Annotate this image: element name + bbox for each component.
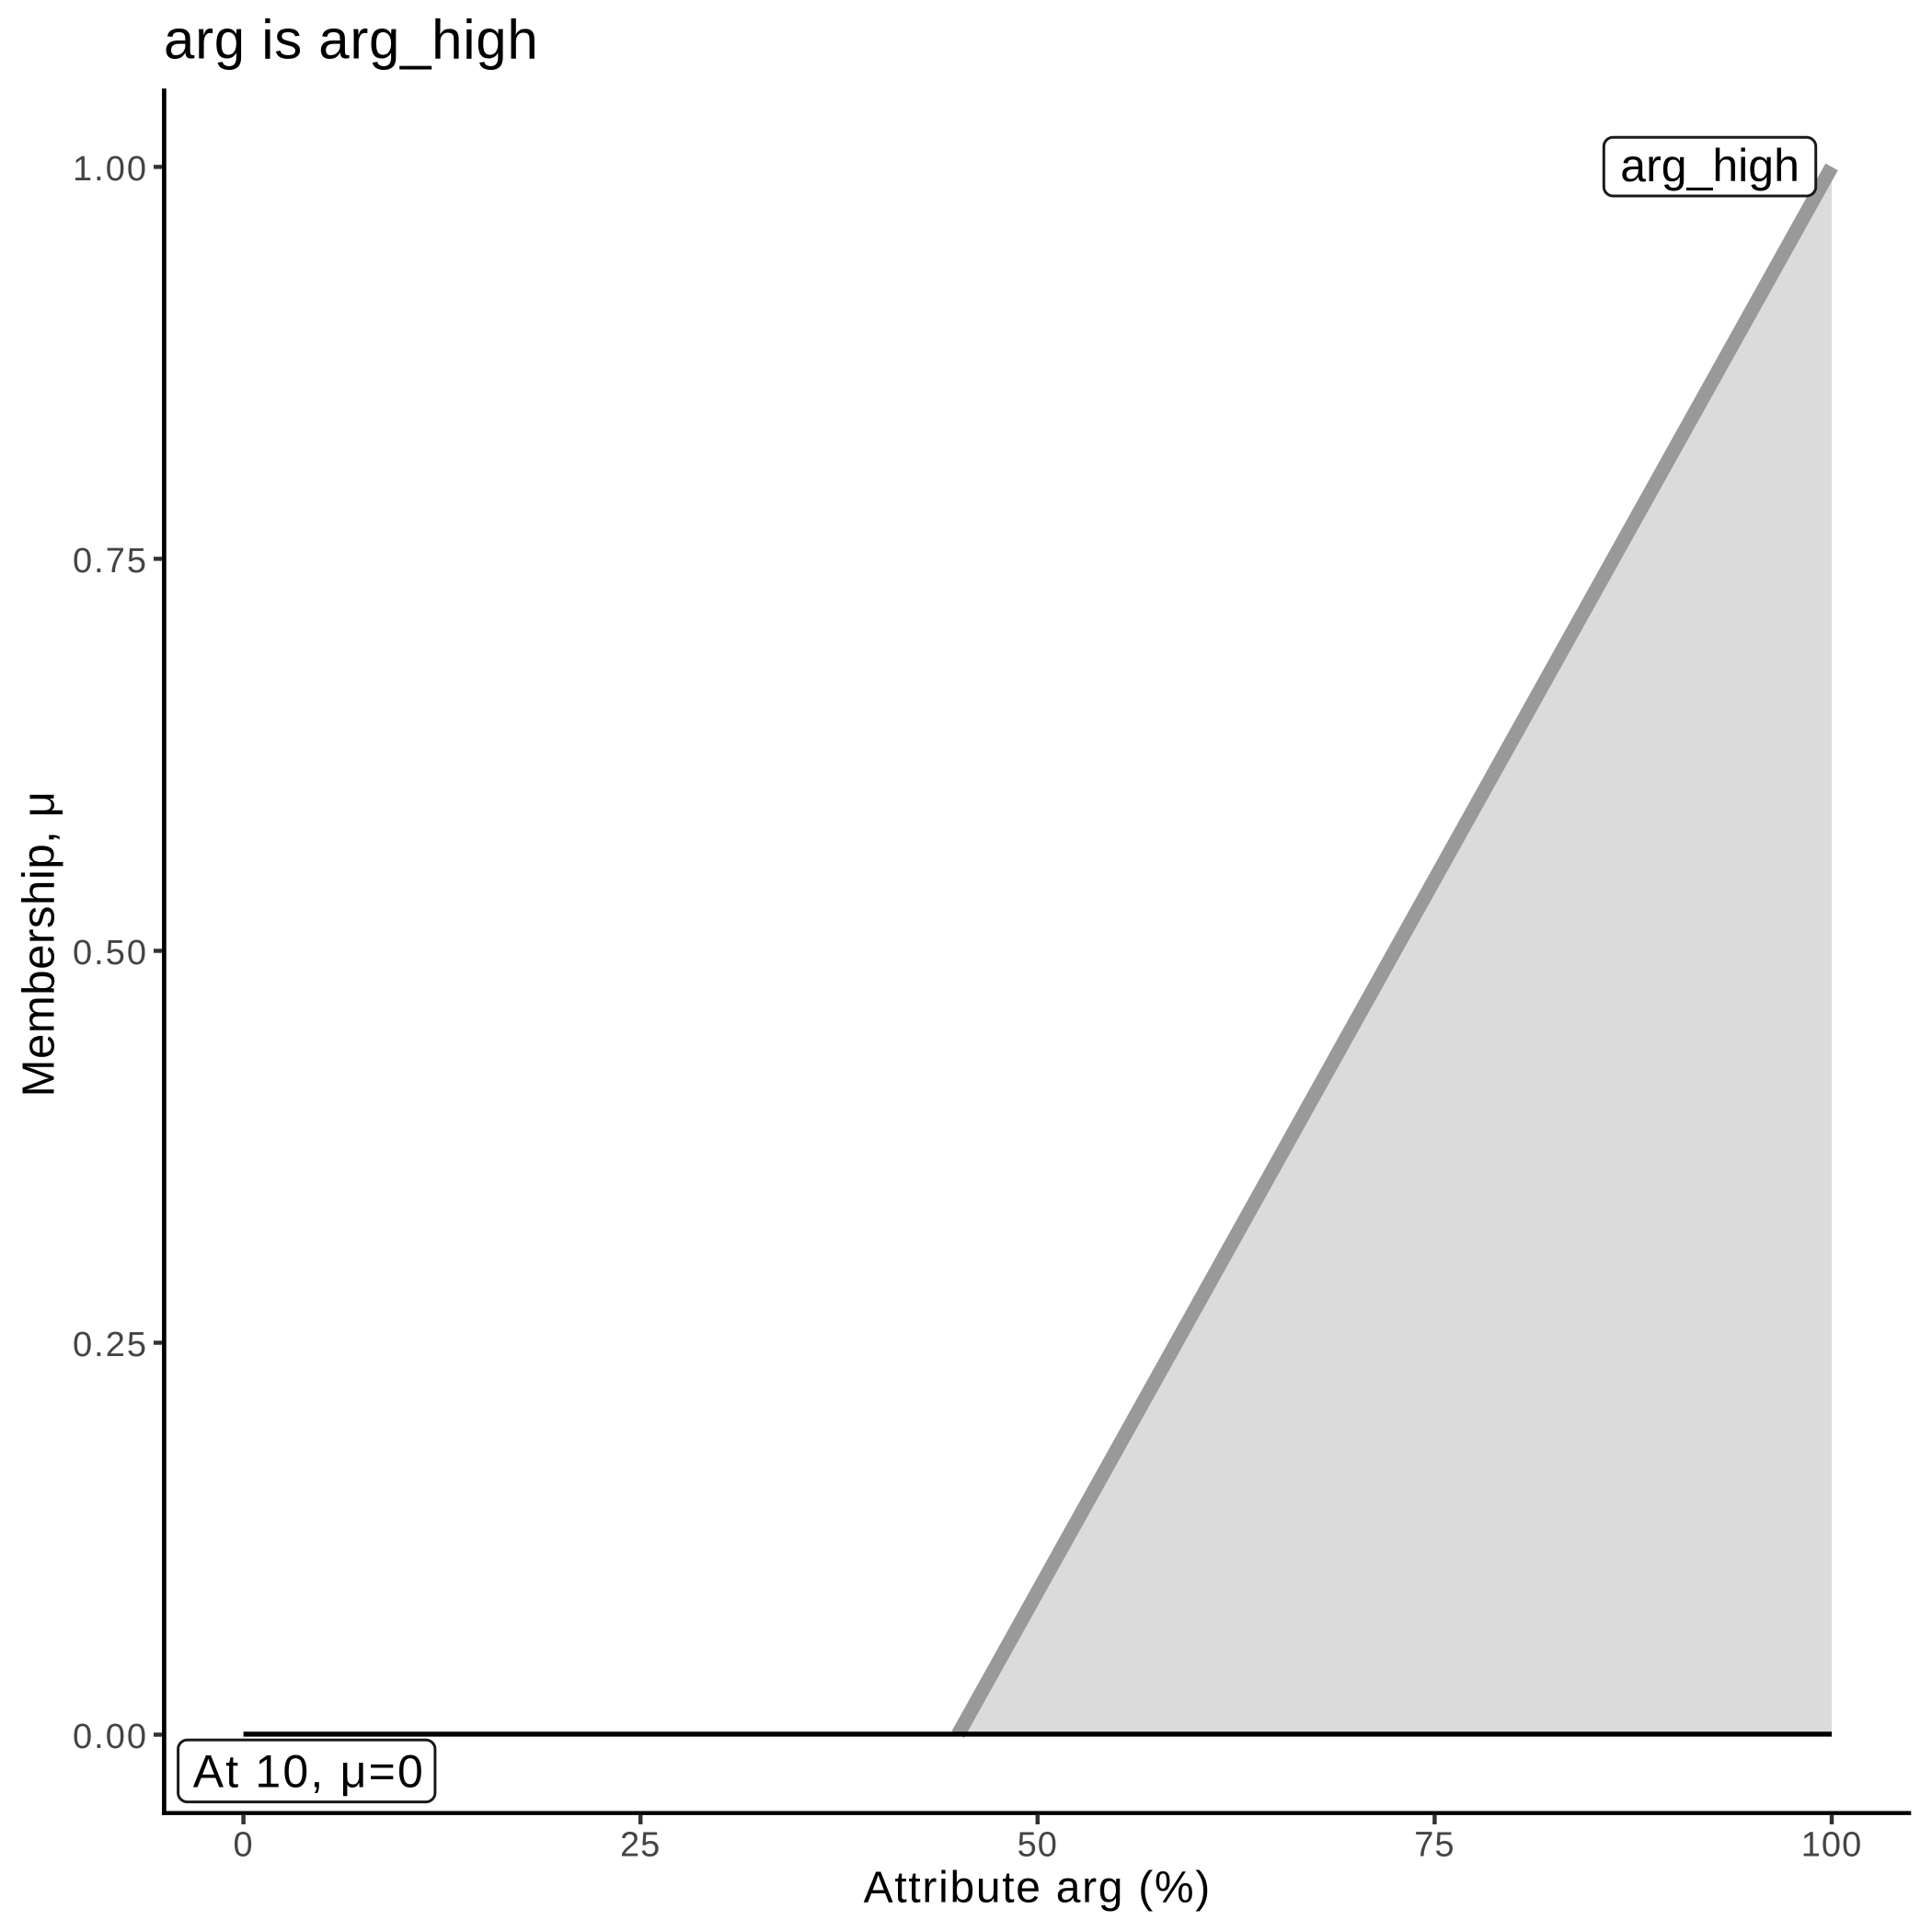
svg-text:0: 0 xyxy=(234,1825,254,1864)
svg-text:arg is arg_high: arg is arg_high xyxy=(164,8,538,70)
svg-text:100: 100 xyxy=(1801,1825,1862,1864)
svg-text:arg_high: arg_high xyxy=(1620,140,1800,191)
svg-text:0.00: 0.00 xyxy=(73,1718,148,1756)
svg-text:1.00: 1.00 xyxy=(73,150,148,189)
svg-text:0.75: 0.75 xyxy=(73,542,148,581)
svg-text:50: 50 xyxy=(1018,1825,1058,1864)
svg-text:At 10, μ=0: At 10, μ=0 xyxy=(193,1746,425,1798)
svg-text:75: 75 xyxy=(1414,1825,1455,1864)
svg-text:0.25: 0.25 xyxy=(73,1326,148,1364)
svg-text:0.50: 0.50 xyxy=(73,934,148,972)
svg-text:Attribute arg (%): Attribute arg (%) xyxy=(864,1864,1212,1913)
svg-text:Membership, μ: Membership, μ xyxy=(15,791,64,1098)
svg-text:25: 25 xyxy=(620,1825,661,1864)
